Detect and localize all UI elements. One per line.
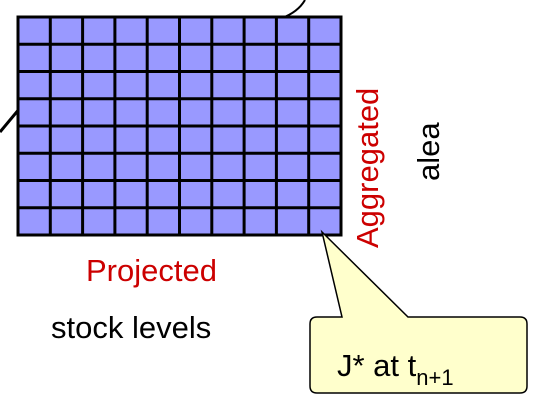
grid-lines	[18, 17, 341, 235]
grid-border	[16, 15, 343, 237]
callout-subscript: n+1	[416, 365, 453, 390]
aggregated-label: Aggregated	[350, 88, 385, 248]
callout-prefix: J* at t	[337, 348, 417, 383]
callout-bubble: J* at tn+1	[309, 229, 528, 394]
callout-text: J* at tn+1	[337, 348, 454, 390]
projected-label: Projected	[86, 253, 217, 288]
stock-grid	[16, 15, 343, 237]
alea-label: alea	[411, 122, 446, 181]
arc-fragment-top	[281, 0, 306, 19]
stock-levels-label: stock levels	[51, 310, 211, 345]
callout-shape	[309, 229, 528, 394]
